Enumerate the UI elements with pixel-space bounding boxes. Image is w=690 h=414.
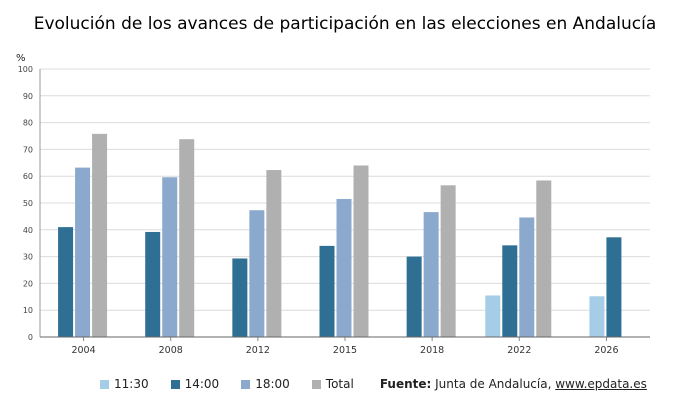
x-tick-label: 2018 [420,345,444,356]
source-note: Fuente: Junta de Andalucía, www.epdata.e… [380,377,647,391]
legend: 11:30 14:00 18:00 Total Fuente: Junta de… [100,377,647,391]
bar-1400-2015 [319,245,335,337]
bars [58,133,622,337]
legend-item-1130[interactable]: 11:30 [100,377,149,391]
x-tick-label: 2015 [333,345,357,356]
legend-item-1400[interactable]: 14:00 [170,377,220,391]
legend-item-1800[interactable]: 18:00 [241,377,290,391]
bar-1400-2018 [406,256,422,337]
y-tick-label: 50 [23,199,33,208]
y-tick-label: 60 [23,172,33,181]
x-tick-label: 2022 [507,345,531,356]
x-tick-label: 2026 [594,345,618,356]
bar-1800-2018 [423,212,439,337]
x-tick-label: 2012 [246,345,270,356]
bar-Total-2008 [179,139,195,337]
legend-swatch-1130 [100,379,109,389]
y-tick-label: 70 [23,145,33,154]
y-tick-label: 90 [23,92,33,101]
bar-1130-2026 [589,296,605,337]
bar-1800-2022 [519,217,535,337]
y-axis-unit-label: % [16,53,26,64]
bar-1800-2015 [336,198,352,337]
bar-1800-2012 [249,210,265,337]
legend-label-total: Total [325,377,354,391]
bar-Total-2022 [536,180,552,337]
source-link[interactable]: www.epdata.es [555,377,647,391]
y-tick-label: 100 [18,65,33,74]
y-tick-label: 10 [23,306,33,315]
y-tick-label: 20 [23,279,33,288]
y-tick-label: 40 [23,226,33,235]
legend-swatch-1400 [170,379,180,389]
source-text: Junta de Andalucía, [435,377,552,391]
bar-Total-2004 [92,133,108,337]
source-label: Fuente: [379,377,432,391]
x-tick-label: 2008 [159,345,183,356]
y-tick-label: 0 [28,333,33,342]
bar-1130-2022 [485,295,501,337]
bar-Total-2015 [353,165,369,337]
legend-item-total[interactable]: Total [311,377,354,391]
x-tick-label: 2004 [71,345,95,356]
bar-1800-2008 [162,177,178,337]
y-tick-label: 80 [23,119,33,128]
legend-label-1400: 14:00 [184,377,220,391]
bar-1800-2004 [75,167,91,337]
bar-1400-2008 [145,231,161,337]
y-tick-label: 30 [23,253,33,262]
bar-Total-2012 [266,170,282,337]
bar-1400-2012 [232,258,248,337]
legend-label-1800: 18:00 [255,377,290,391]
bar-1400-2022 [502,245,518,337]
bar-Total-2018 [440,185,456,337]
legend-label-1130: 11:30 [114,377,149,391]
legend-swatch-total [311,379,321,389]
x-axis: 2004 2008 2012 2015 2018 2022 2026 [40,336,650,356]
bar-1400-2026 [606,237,622,337]
bar-1400-2004 [58,227,74,337]
y-axis: 0 10 20 30 40 50 60 70 80 90 100 [18,65,41,342]
chart-title: Evolución de los avances de participació… [33,14,657,34]
legend-swatch-1800 [241,379,251,389]
